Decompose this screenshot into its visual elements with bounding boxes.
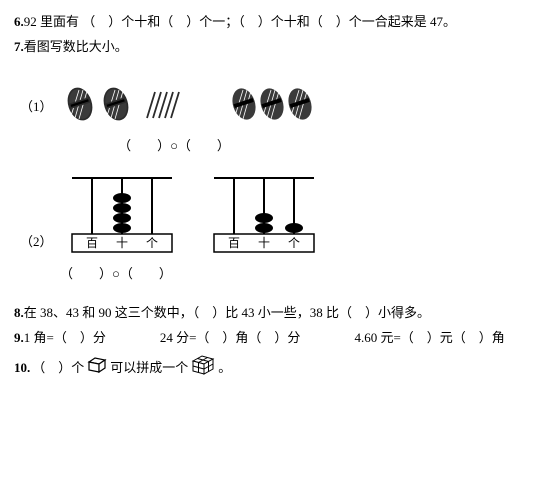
q9-a: 9.1 角=（ ）分 [14,328,106,349]
bundle-icon [287,86,313,122]
svg-text:百: 百 [86,236,98,250]
loose-sticks-icon [143,88,189,122]
abacus-2: 百 十 个 [209,174,319,254]
small-cube-icon [86,356,108,381]
q7-sub1-compare: （ ）○（ ） [14,136,334,157]
svg-text:个: 个 [288,236,300,250]
q7-sub1-row: （1） [20,86,535,122]
svg-text:十: 十 [258,236,270,250]
q7-title-line: 7.看图写数比大小。 [14,37,535,58]
bundle-icon [67,86,93,122]
q10-b: 可以拼成一个 [110,358,188,379]
bundle-icon [231,86,257,122]
q10-a: （ ）个 [32,358,84,379]
q7-sub2-compare: （ ）○（ ） [60,264,535,285]
q10-line: 10. （ ）个 可以拼成一个 。 [14,353,535,384]
q7-body: （1） [14,86,535,286]
q7-sub1-right [231,86,315,122]
q10-c: 。 [218,358,231,379]
q6-num: 6. [14,14,24,29]
q6-text: 92 里面有 （ ）个十和（ ）个一；（ ）个十和（ ）个一合起来是 47。 [24,14,456,29]
q7-num: 7. [14,39,24,54]
q7-sub2-row: （2） 百 十 个 [20,174,535,254]
bundle-icon [103,86,129,122]
q9-num: 9. [14,330,24,345]
q7-sub2-label: （2） [20,232,53,253]
q9-c: 4.60 元=（ ）元（ ）角 [354,328,504,349]
bundle-icon [259,86,285,122]
q7-title: 看图写数比大小。 [24,39,128,54]
abacus-1: 百 十 个 [67,174,177,254]
q6-line: 6.92 里面有 （ ）个十和（ ）个一；（ ）个十和（ ）个一合起来是 47。 [14,12,535,33]
svg-text:个: 个 [146,236,158,250]
q9-a-text: 1 角=（ ）分 [24,330,106,345]
big-cube-icon [190,353,216,384]
q10-num: 10. [14,358,30,379]
svg-text:十: 十 [116,236,128,250]
q8-text: 在 38、43 和 90 这三个数中，（ ）比 43 小一些，38 比（ ）小得… [24,305,430,320]
svg-text:百: 百 [228,236,240,250]
q9-b: 24 分=（ ）角（ ）分 [160,328,301,349]
q8-line: 8.在 38、43 和 90 这三个数中，（ ）比 43 小一些，38 比（ ）… [14,303,535,324]
q8-num: 8. [14,305,24,320]
q9-line: 9.1 角=（ ）分 24 分=（ ）角（ ）分 4.60 元=（ ）元（ ）角 [14,328,535,349]
q7-sub1-label: （1） [20,97,53,118]
